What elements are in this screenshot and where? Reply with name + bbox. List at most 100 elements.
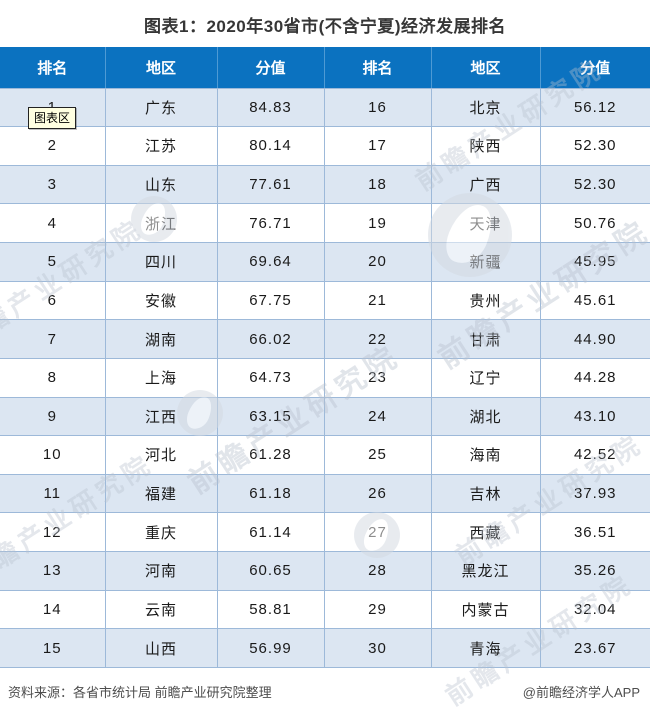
column-header-score: 分值 xyxy=(216,47,325,89)
rank-cell: 30 xyxy=(323,628,432,668)
table-row: 13 河南 60.65 28 黑龙江 35.26 xyxy=(0,551,650,591)
rank-cell: 7 xyxy=(0,319,106,359)
rank-cell: 6 xyxy=(0,280,106,321)
score-cell: 84.83 xyxy=(216,87,325,128)
region-cell: 浙江 xyxy=(104,203,218,243)
region-cell: 吉林 xyxy=(430,473,541,514)
rank-cell: 9 xyxy=(0,396,106,437)
region-cell: 上海 xyxy=(104,357,218,398)
rank-cell: 4 xyxy=(0,203,106,243)
region-cell: 江西 xyxy=(104,396,218,437)
table-row: 8 上海 64.73 23 辽宁 44.28 xyxy=(0,357,650,398)
score-cell: 58.81 xyxy=(216,589,325,630)
table-row: 12 重庆 61.14 27 西藏 36.51 xyxy=(0,512,650,552)
region-cell: 甘肃 xyxy=(430,319,541,359)
region-cell: 湖北 xyxy=(430,396,541,437)
score-cell: 63.15 xyxy=(216,396,325,437)
table-row: 11 福建 61.18 26 吉林 37.93 xyxy=(0,473,650,514)
rank-cell: 13 xyxy=(0,551,106,591)
rank-cell: 15 xyxy=(0,628,106,668)
rank-cell: 3 xyxy=(0,164,106,205)
rank-cell: 17 xyxy=(323,126,432,166)
region-cell: 山西 xyxy=(104,628,218,668)
column-header-rank: 排名 xyxy=(323,47,432,89)
region-cell: 安徽 xyxy=(104,280,218,321)
rank-cell: 28 xyxy=(323,551,432,591)
rank-cell: 22 xyxy=(323,319,432,359)
source-note: 资料来源：各省市统计局 前瞻产业研究院整理 xyxy=(8,685,272,700)
region-cell: 新疆 xyxy=(430,242,541,282)
score-cell: 69.64 xyxy=(216,242,325,282)
score-cell: 61.18 xyxy=(216,473,325,514)
score-cell: 44.28 xyxy=(539,357,650,398)
table-row: 7 湖南 66.02 22 甘肃 44.90 xyxy=(0,319,650,359)
score-cell: 50.76 xyxy=(539,203,650,243)
table-row: 5 四川 69.64 20 新疆 45.95 xyxy=(0,242,650,282)
region-cell: 重庆 xyxy=(104,512,218,552)
rank-cell: 27 xyxy=(323,512,432,552)
score-cell: 64.73 xyxy=(216,357,325,398)
table-row: 15 山西 56.99 30 青海 23.67 xyxy=(0,628,650,668)
table-row: 9 江西 63.15 24 湖北 43.10 xyxy=(0,396,650,437)
region-cell: 湖南 xyxy=(104,319,218,359)
region-cell: 天津 xyxy=(430,203,541,243)
score-cell: 45.95 xyxy=(539,242,650,282)
column-header-region: 地区 xyxy=(430,47,541,89)
score-cell: 37.93 xyxy=(539,473,650,514)
rank-cell: 20 xyxy=(323,242,432,282)
region-cell: 北京 xyxy=(430,87,541,128)
rank-cell: 12 xyxy=(0,512,106,552)
chart-title: 图表1：2020年30省市(不含宁夏)经济发展排名 xyxy=(143,17,506,36)
score-cell: 45.61 xyxy=(539,280,650,321)
table-body: 1广东84.8316北京56.122江苏80.1417陕西52.303山东77.… xyxy=(0,87,650,668)
score-cell: 67.75 xyxy=(216,280,325,321)
score-cell: 60.65 xyxy=(216,551,325,591)
rank-cell: 2 xyxy=(0,126,106,166)
rank-cell: 24 xyxy=(323,396,432,437)
score-cell: 44.90 xyxy=(539,319,650,359)
column-header-region: 地区 xyxy=(104,47,218,89)
column-header-rank: 排名 xyxy=(0,47,106,89)
table-row: 14 云南 58.81 29 内蒙古 32.04 xyxy=(0,589,650,630)
rank-cell: 23 xyxy=(323,357,432,398)
score-cell: 77.61 xyxy=(216,164,325,205)
score-cell: 56.12 xyxy=(539,87,650,128)
header-row: 排名 地区 分值 排名 地区 分值 xyxy=(0,47,650,89)
region-cell: 四川 xyxy=(104,242,218,282)
rank-cell: 19 xyxy=(323,203,432,243)
table-row: 6 安徽 67.75 21 贵州 45.61 xyxy=(0,280,650,321)
region-cell: 广西 xyxy=(430,164,541,205)
score-cell: 61.28 xyxy=(216,435,325,475)
credit-note: @前瞻经济学人APP xyxy=(522,685,640,700)
region-cell: 辽宁 xyxy=(430,357,541,398)
score-cell: 56.99 xyxy=(216,628,325,668)
region-cell: 青海 xyxy=(430,628,541,668)
rank-cell: 29 xyxy=(323,589,432,630)
table-row: 4 浙江 76.71 19 天津 50.76 xyxy=(0,203,650,243)
chart-area-tooltip: 图表区 xyxy=(28,107,77,129)
score-cell: 52.30 xyxy=(539,164,650,205)
rank-cell: 21 xyxy=(323,280,432,321)
region-cell: 西藏 xyxy=(430,512,541,552)
score-cell: 61.14 xyxy=(216,512,325,552)
score-cell: 42.52 xyxy=(539,435,650,475)
region-cell: 黑龙江 xyxy=(430,551,541,591)
rank-cell: 5 xyxy=(0,242,106,282)
table-row: 10 河北 61.28 25 海南 42.52 xyxy=(0,435,650,475)
region-cell: 河北 xyxy=(104,435,218,475)
score-cell: 43.10 xyxy=(539,396,650,437)
footer: 资料来源：各省市统计局 前瞻产业研究院整理 @前瞻经济学人APP xyxy=(8,682,640,701)
rank-cell: 26 xyxy=(323,473,432,514)
rank-cell: 16 xyxy=(323,87,432,128)
rank-cell: 25 xyxy=(323,435,432,475)
region-cell: 山东 xyxy=(104,164,218,205)
score-cell: 66.02 xyxy=(216,319,325,359)
score-cell: 35.26 xyxy=(539,551,650,591)
column-header-score: 分值 xyxy=(539,47,650,89)
score-cell: 23.67 xyxy=(539,628,650,668)
region-cell: 江苏 xyxy=(104,126,218,166)
region-cell: 河南 xyxy=(104,551,218,591)
